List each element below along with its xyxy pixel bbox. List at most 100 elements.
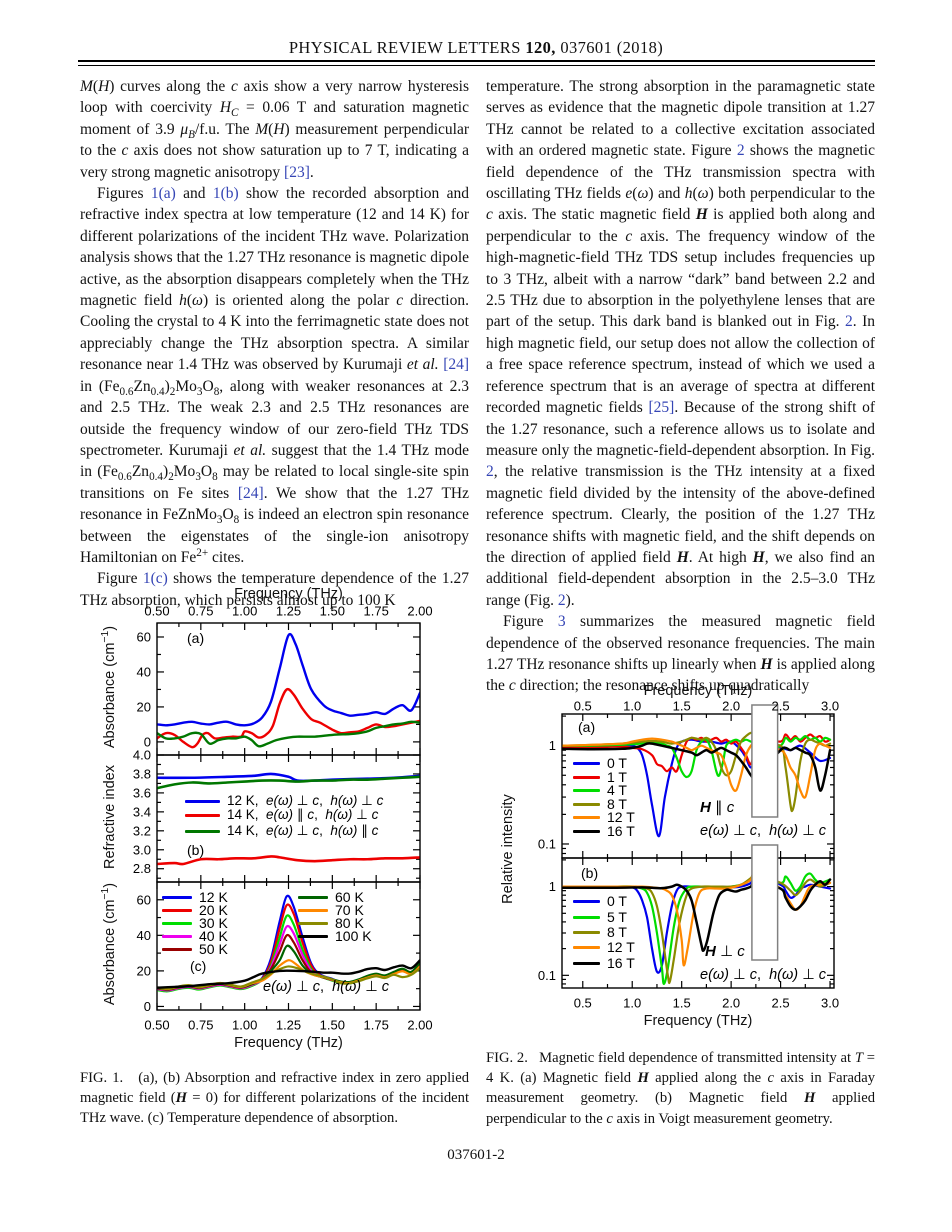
legend-swatch (298, 921, 328, 925)
fig2-xtick-top: 2.0 (722, 699, 740, 714)
legend-label: 30 K (199, 914, 228, 931)
fig1-xtick-top: 1.75 (364, 604, 389, 619)
fig1-series-12Ke⊥ch⊥c (157, 632, 420, 727)
legend-item: 5 T (573, 909, 627, 925)
header-rule-thick (78, 60, 875, 63)
plot-annotation: H ∥ c (700, 799, 735, 816)
fig1-ytick-label: 2.8 (133, 861, 151, 876)
legend-label: 12 T (607, 808, 635, 825)
legend-label: 0 T (607, 892, 627, 909)
fig1-ytick-label: 3.0 (133, 842, 151, 857)
legend-item: 14 K, e(ω) ⊥ c, h(ω) ∥ c (185, 823, 379, 839)
legend-item: 4 T (573, 782, 627, 798)
legend-label: 16 T (607, 822, 635, 839)
legend-item: 100 K (298, 928, 372, 944)
paragraph: Figure 1(c) shows the temperature depend… (80, 570, 469, 609)
x-axis-title-bottom: Frequency (THz) (234, 1035, 343, 1051)
legend-item: 40 K (162, 928, 228, 944)
fig1-xtick-top: 1.25 (276, 604, 301, 619)
legend-swatch (573, 945, 600, 949)
legend-swatch (573, 761, 600, 765)
fig2-xtick-bottom: 2.0 (722, 996, 740, 1011)
citation-link[interactable]: 3 (557, 613, 566, 631)
legend-item: 12 T (573, 809, 635, 825)
plot-annotation: (b) (187, 842, 205, 858)
fig1-ytick-label: 3.6 (133, 785, 151, 800)
citation-link[interactable]: 2 (486, 463, 494, 481)
legend-label: 16 T (607, 954, 635, 971)
legend-label: 12 T (607, 938, 635, 955)
legend-swatch (573, 961, 600, 965)
legend-label: 40 K (199, 927, 228, 944)
legend-label: 60 K (335, 888, 364, 905)
legend-item: 20 K (162, 902, 228, 918)
fig1-ytick-label: 40 (137, 928, 151, 943)
fig1-ytick-label: 0 (144, 734, 151, 749)
legend-label: 50 K (199, 940, 228, 957)
legend-item: 12 T (573, 939, 635, 955)
fig1-series-14Ke⊥ch∥c (157, 720, 420, 748)
citation-link[interactable]: [25] (648, 399, 675, 417)
citation-link[interactable]: 2 (736, 142, 745, 160)
legend-swatch (298, 934, 328, 938)
fig1-xtick-bottom: 1.50 (320, 1018, 345, 1033)
legend-swatch (298, 908, 328, 912)
fig1-xtick-top: 1.50 (320, 604, 345, 619)
legend-item: 0 T (573, 755, 627, 771)
page-number: 037601-2 (447, 1147, 505, 1163)
fig1-xtick-bottom: 0.50 (144, 1018, 169, 1033)
legend-label: 80 K (335, 914, 364, 931)
fig1-xtick-bottom: 1.25 (276, 1018, 301, 1033)
fig1-ytick-label: 60 (137, 892, 151, 907)
paragraph: M(H) curves along the c axis show a very… (80, 78, 469, 181)
fig2-xtick-bottom: 2.5 (772, 996, 790, 1011)
citation-link[interactable]: [23] (284, 163, 310, 181)
fig2-ytick-label: 0.1 (538, 968, 556, 983)
y-axis-title: Absorbance (cm−1) (100, 882, 118, 1006)
legend-item: 16 T (573, 823, 635, 839)
fig1-xtick-bottom: 0.75 (188, 1018, 213, 1033)
legend-label: 14 K, e(ω) ∥ c, h(ω) ⊥ c (227, 807, 379, 823)
fig2-xtick-bottom: 1.5 (673, 996, 691, 1011)
legend-swatch (162, 921, 192, 925)
fig1-ytick-label: 20 (137, 963, 151, 978)
fig2-xtick-bottom: 1.0 (623, 996, 641, 1011)
fig1-series-14Ke∥c (157, 855, 420, 866)
legend-label: 5 T (607, 908, 627, 925)
legend-swatch (573, 802, 600, 806)
fig1-xtick-top: 1.00 (232, 604, 257, 619)
legend-item: 16 T (573, 955, 635, 971)
legend-label: 100 K (335, 927, 372, 944)
citation-link[interactable]: [24] (237, 484, 264, 502)
right-column: temperature. The strong absorption in th… (486, 76, 875, 697)
plot-annotation: e(ω) ⊥ c, h(ω) ⊥ c (263, 979, 390, 995)
journal-header: PHYSICAL REVIEW LETTERS 120, 037601 (201… (0, 38, 952, 58)
fig1-ytick-label: 3.8 (133, 766, 151, 781)
fig1-series-14Ke∥ch⊥c (157, 687, 420, 749)
fig1-xtick-bottom: 1.75 (364, 1018, 389, 1033)
legend-label: 12 K, e(ω) ⊥ c, h(ω) ⊥ c (227, 793, 384, 809)
legend-item: 1 T (573, 769, 627, 785)
citation-link[interactable]: 1(a) (150, 185, 176, 203)
fig1-ytick-label: 20 (137, 699, 151, 714)
legend-swatch (162, 908, 192, 912)
dark-band-mask (751, 704, 779, 818)
fig2-series-16T (562, 742, 832, 792)
legend-swatch (162, 895, 192, 899)
citation-link[interactable]: 1(b) (212, 185, 239, 203)
legend-swatch (573, 815, 600, 819)
legend-label: 20 K (199, 901, 228, 918)
citation-link[interactable]: 2 (844, 313, 853, 331)
fig1-xtick-bottom: 1.00 (232, 1018, 257, 1033)
plot-annotation: (a) (578, 719, 596, 735)
legend-swatch (185, 799, 220, 803)
citation-link[interactable]: [24] (443, 356, 470, 374)
citation-link[interactable]: 1(c) (142, 570, 168, 588)
fig1-xtick-bottom: 2.00 (407, 1018, 432, 1033)
fig2-series-8T (562, 872, 832, 984)
legend-item: 50 K (162, 941, 228, 957)
legend-item: 80 K (298, 915, 364, 931)
plot-annotation: H ⊥ c (705, 943, 745, 960)
citation-link[interactable]: 2 (557, 591, 566, 609)
legend-label: 14 K, e(ω) ⊥ c, h(ω) ∥ c (227, 823, 379, 839)
